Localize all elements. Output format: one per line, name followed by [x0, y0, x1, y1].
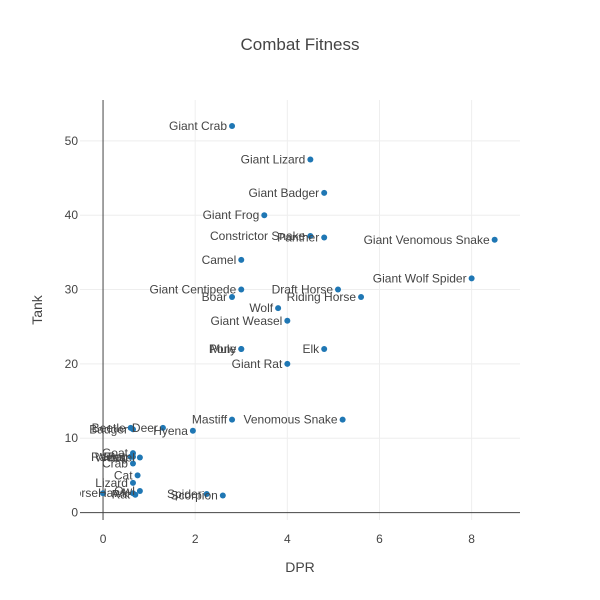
- data-point-label: Owl: [114, 484, 135, 498]
- data-point-label: Goat: [102, 446, 129, 460]
- data-point: [134, 472, 141, 479]
- data-point-label: Mule: [210, 342, 236, 356]
- data-point-label: Wolf: [249, 301, 273, 315]
- data-point-label: Deer: [132, 421, 158, 435]
- data-point: [468, 275, 475, 282]
- y-tick-label: 10: [65, 431, 79, 445]
- data-point-label: Badger: [89, 422, 128, 436]
- data-point-label: Boar: [202, 290, 227, 304]
- data-point: [238, 256, 245, 263]
- data-point: [136, 488, 143, 495]
- data-point-label: Spider: [167, 487, 202, 501]
- data-point: [100, 490, 107, 497]
- data-point-label: Giant Badger: [248, 186, 319, 200]
- y-tick-label: 0: [71, 506, 78, 520]
- data-point: [284, 360, 291, 367]
- data-point: [238, 286, 245, 293]
- data-point-label: Mastiff: [192, 413, 228, 427]
- data-point-label: Camel: [202, 253, 237, 267]
- data-point: [335, 286, 342, 293]
- data-point: [321, 234, 328, 241]
- data-point-label: Pony: [209, 342, 236, 356]
- data-point: [238, 346, 245, 353]
- data-point-label: Giant Rat: [232, 357, 283, 371]
- data-point-label: Cat: [114, 468, 133, 482]
- data-point: [358, 293, 365, 300]
- data-point-label: Giant Frog: [203, 208, 260, 222]
- data-point-label: Venomous Snake: [244, 413, 338, 427]
- data-point-label: Beetle: [92, 421, 126, 435]
- data-point: [261, 212, 268, 219]
- data-point-label: Constrictor Snake: [210, 229, 306, 243]
- x-axis-title: DPR: [285, 559, 315, 575]
- axes: [80, 100, 520, 520]
- data-point: [307, 233, 314, 240]
- data-point-labels: Giant Crab Giant Lizard Giant Badger Giant …: [47, 119, 490, 502]
- x-tick-label: 8: [468, 532, 475, 546]
- data-point: [132, 491, 139, 498]
- y-tick-label: 40: [65, 208, 79, 222]
- tick-labels: 0 2 4 6 8 0 10 20 30 40 50: [65, 134, 476, 546]
- data-point-label: Raven: [91, 450, 126, 464]
- data-point: [275, 305, 282, 312]
- data-point-label: Scorpion: [170, 488, 217, 502]
- data-point: [229, 416, 236, 423]
- chart-title: Combat Fitness: [240, 35, 359, 54]
- data-point: [219, 492, 226, 499]
- data-point: [129, 453, 136, 460]
- y-tick-label: 30: [65, 283, 79, 297]
- data-point: [129, 479, 136, 486]
- y-tick-label: 20: [65, 357, 79, 371]
- data-point-label: Seahorse: [47, 486, 99, 500]
- data-point: [129, 460, 136, 467]
- data-point: [136, 454, 143, 461]
- data-point: [284, 317, 291, 324]
- data-point: [307, 156, 314, 163]
- x-tick-label: 4: [284, 532, 291, 546]
- data-point-label: Giant Lizard: [241, 152, 306, 166]
- data-point-label: Rat: [112, 488, 131, 502]
- data-point-label: Draft Horse: [272, 283, 334, 297]
- data-point-label: Crab: [102, 457, 128, 471]
- data-point: [491, 236, 498, 243]
- data-point: [229, 123, 236, 130]
- data-point-label: Lizard: [95, 476, 128, 490]
- data-point: [321, 346, 328, 353]
- data-point: [159, 424, 166, 431]
- data-point: [189, 427, 196, 434]
- grid: [80, 100, 520, 520]
- data-point-label: Hyena: [153, 424, 188, 438]
- data-point-label: Riding Horse: [287, 290, 357, 304]
- data-point-label: Bat: [108, 450, 127, 464]
- data-points: [100, 123, 498, 499]
- data-point-label: Frog: [103, 450, 128, 464]
- data-point: [321, 189, 328, 196]
- x-tick-label: 6: [376, 532, 383, 546]
- data-point-label: Hawk: [98, 486, 129, 500]
- data-point: [203, 490, 210, 497]
- data-point-label: Giant Weasel: [211, 314, 283, 328]
- x-tick-label: 2: [192, 532, 199, 546]
- data-point-label: Giant Centipede: [150, 283, 237, 297]
- data-point-label: Giant Crab: [169, 119, 227, 133]
- data-point-label: Panther: [277, 231, 319, 245]
- data-point-label: Giant Wolf Spider: [373, 271, 467, 285]
- data-point-label: Weasel: [95, 451, 135, 465]
- x-tick-label: 0: [100, 532, 107, 546]
- data-point-label: Elk: [303, 342, 321, 356]
- data-point: [339, 416, 346, 423]
- y-tick-label: 50: [65, 134, 79, 148]
- data-point-label: Giant Venomous Snake: [364, 233, 490, 247]
- data-point: [229, 293, 236, 300]
- y-axis-title: Tank: [29, 294, 45, 325]
- data-point: [129, 426, 136, 433]
